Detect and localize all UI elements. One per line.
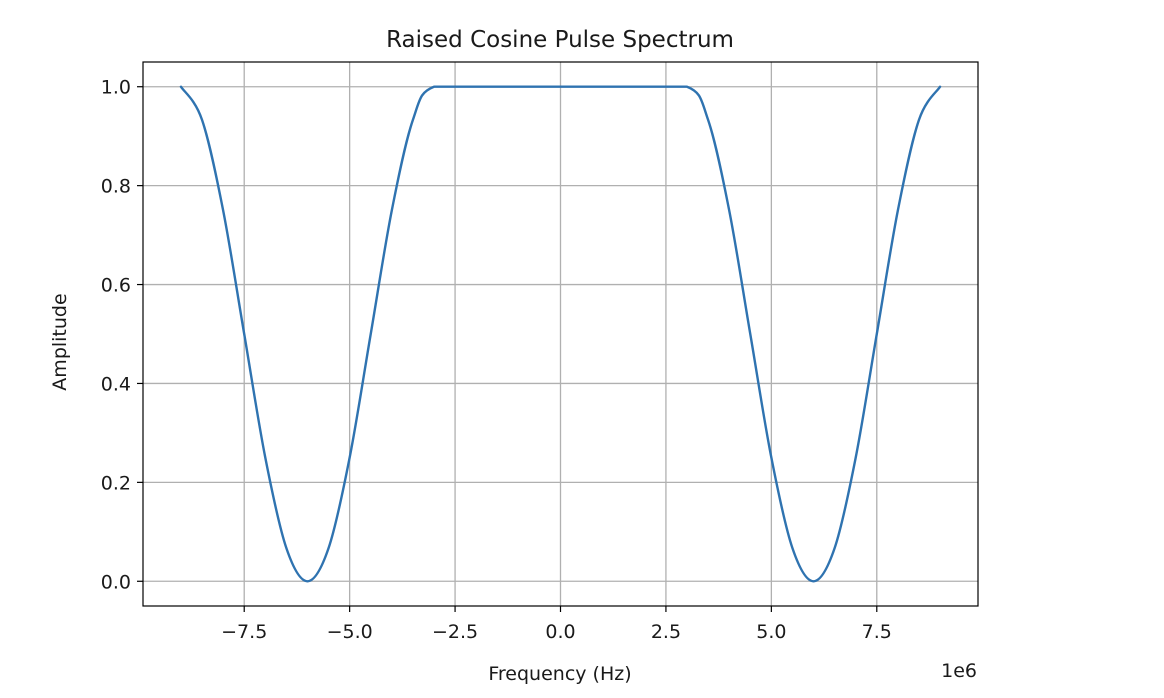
y-tick-label: 0.2: [101, 472, 131, 494]
x-axis-label: Frequency (Hz): [488, 663, 631, 685]
x-tick-label: −5.0: [327, 621, 373, 643]
series-line: [179, 85, 942, 583]
y-ticks: 0.0 0.2 0.4 0.6 0.8 1.0: [101, 77, 143, 593]
y-tick-label: 1.0: [101, 77, 131, 99]
y-tick-label: 0.4: [101, 373, 131, 395]
x-tick-label: 2.5: [651, 621, 681, 643]
x-tick-label: 0.0: [545, 621, 575, 643]
x-grid: [243, 62, 878, 606]
x-tick-label: 7.5: [862, 621, 892, 643]
y-axis-label: Amplitude: [49, 293, 71, 390]
x-ticks: −7.5 −5.0 −2.5 0.0 2.5 5.0 7.5: [221, 606, 892, 643]
y-tick-label: 0.8: [101, 176, 131, 198]
y-tick-label: 0.0: [101, 571, 131, 593]
y-tick-label: 0.6: [101, 275, 131, 297]
x-offset-text: 1e6: [941, 660, 977, 682]
chart-title: Raised Cosine Pulse Spectrum: [386, 27, 734, 53]
x-tick-label: 5.0: [756, 621, 786, 643]
x-tick-label: −7.5: [221, 621, 267, 643]
x-tick-label: −2.5: [432, 621, 478, 643]
